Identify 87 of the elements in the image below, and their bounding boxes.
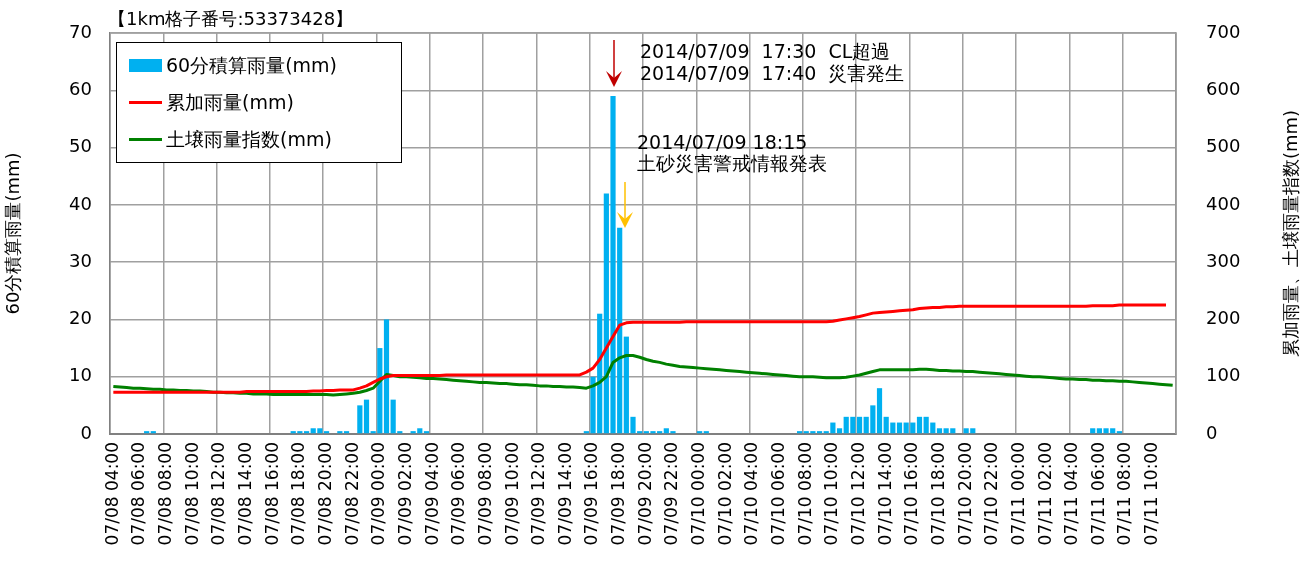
x-tick-label: 07/08 20:00 — [314, 442, 335, 546]
y2-tick-label: 300 — [1206, 249, 1241, 271]
legend-label: 累加雨量(mm) — [166, 89, 294, 115]
x-tick-label: 07/10 18:00 — [927, 442, 948, 546]
y2-tick-label: 0 — [1206, 421, 1218, 443]
x-tick-label: 07/10 06:00 — [768, 442, 788, 546]
x-tick-label: 07/09 00:00 — [368, 442, 389, 546]
y2-tick-label: 200 — [1206, 307, 1241, 329]
y2-tick-label: 400 — [1206, 192, 1241, 214]
x-tick-label: 07/09 22:00 — [661, 442, 682, 546]
x-tick-label: 07/09 02:00 — [394, 442, 415, 546]
y2-tick-label: 600 — [1206, 77, 1241, 99]
bar — [363, 399, 370, 434]
annotation: 土砂災害警戒情報発表 — [637, 152, 827, 174]
bar — [144, 431, 150, 434]
bar — [796, 431, 803, 434]
x-tick-label: 07/10 08:00 — [794, 442, 815, 546]
y-axis-title: 60分積算雨量(mm) — [2, 152, 24, 315]
y2-tick-label: 500 — [1206, 135, 1241, 157]
x-tick-label: 07/09 04:00 — [421, 442, 442, 546]
bar — [1090, 428, 1096, 434]
x-tick-label: 07/09 16:00 — [581, 442, 602, 546]
bar — [337, 431, 343, 434]
x-tick-label: 07/11 08:00 — [1114, 442, 1135, 546]
x-tick-label: 07/08 06:00 — [128, 442, 149, 546]
x-tick-label: 07/09 14:00 — [554, 442, 575, 546]
bar — [816, 431, 823, 434]
bar — [1116, 431, 1122, 434]
x-tick-label: 07/10 22:00 — [981, 442, 1002, 546]
x-tick-label: 07/09 06:00 — [448, 442, 469, 546]
chart-title: 【1km格子番号:53373428】 — [108, 8, 354, 30]
bar — [703, 431, 709, 434]
bar — [303, 431, 310, 434]
bar — [697, 431, 703, 434]
bar — [383, 319, 390, 434]
bar — [856, 416, 863, 434]
x-tick-label: 07/09 08:00 — [474, 442, 495, 546]
bar — [343, 431, 350, 434]
x-tick-label: 07/11 00:00 — [1007, 442, 1028, 546]
bar — [357, 405, 363, 434]
bar — [836, 428, 843, 434]
x-tick-label: 07/08 10:00 — [181, 442, 202, 546]
x-tick-label: 07/08 04:00 — [101, 442, 122, 546]
y2-tick-label: 100 — [1206, 364, 1241, 386]
x-tick-label: 07/11 10:00 — [1141, 442, 1162, 546]
y-tick-label: 70 — [69, 20, 92, 42]
x-tick-label: 07/09 10:00 — [501, 442, 522, 546]
x-tick-label: 07/10 02:00 — [714, 442, 735, 546]
bar — [876, 388, 883, 434]
annotation: 2014/07/09 17:40 災害発生 — [640, 62, 905, 84]
y-tick-label: 10 — [69, 364, 92, 386]
y-tick-label: 60 — [69, 77, 92, 99]
x-tick-label: 07/10 12:00 — [847, 442, 868, 546]
x-tick-label: 07/08 12:00 — [208, 442, 229, 546]
x-tick-label: 07/08 22:00 — [341, 442, 362, 546]
x-tick-label: 07/10 14:00 — [874, 442, 895, 546]
bar — [423, 431, 430, 434]
annotation: 2014/07/09 17:30 CL超過 — [640, 40, 891, 62]
x-tick-label: 07/08 14:00 — [235, 442, 255, 546]
y-tick-label: 0 — [80, 421, 92, 443]
y-tick-label: 30 — [69, 249, 92, 271]
y-tick-label: 50 — [69, 135, 92, 157]
y2-axis-title: 累加雨量、土壌雨量指数(mm) — [1279, 109, 1301, 358]
x-tick-label: 07/10 04:00 — [741, 442, 762, 546]
x-tick-label: 07/10 10:00 — [821, 442, 842, 546]
x-tick-label: 07/11 02:00 — [1034, 442, 1055, 546]
legend-label: 土壌雨量指数(mm) — [166, 126, 332, 152]
y-tick-label: 20 — [69, 307, 92, 329]
x-tick-label: 07/08 16:00 — [261, 442, 282, 546]
bar — [323, 431, 330, 434]
x-tick-label: 07/10 00:00 — [688, 442, 709, 546]
x-tick-label: 07/11 06:00 — [1087, 442, 1108, 546]
y2-tick-label: 700 — [1206, 20, 1241, 42]
bar — [916, 416, 923, 434]
x-tick-label: 07/11 04:00 — [1061, 442, 1082, 546]
x-tick-label: 07/09 20:00 — [634, 442, 655, 546]
legend-label: 60分積算雨量(mm) — [166, 52, 338, 78]
y-tick-label: 40 — [69, 192, 92, 214]
annotation: 2014/07/09 18:15 — [637, 131, 808, 153]
bar — [936, 428, 943, 434]
x-tick-label: 07/09 18:00 — [608, 442, 629, 546]
x-tick-label: 07/08 08:00 — [155, 442, 176, 546]
x-tick-label: 07/10 20:00 — [954, 442, 975, 546]
x-tick-label: 07/10 16:00 — [901, 442, 922, 546]
x-tick-label: 07/08 18:00 — [288, 442, 309, 546]
bar — [150, 431, 156, 434]
x-tick-label: 07/09 12:00 — [528, 442, 549, 546]
